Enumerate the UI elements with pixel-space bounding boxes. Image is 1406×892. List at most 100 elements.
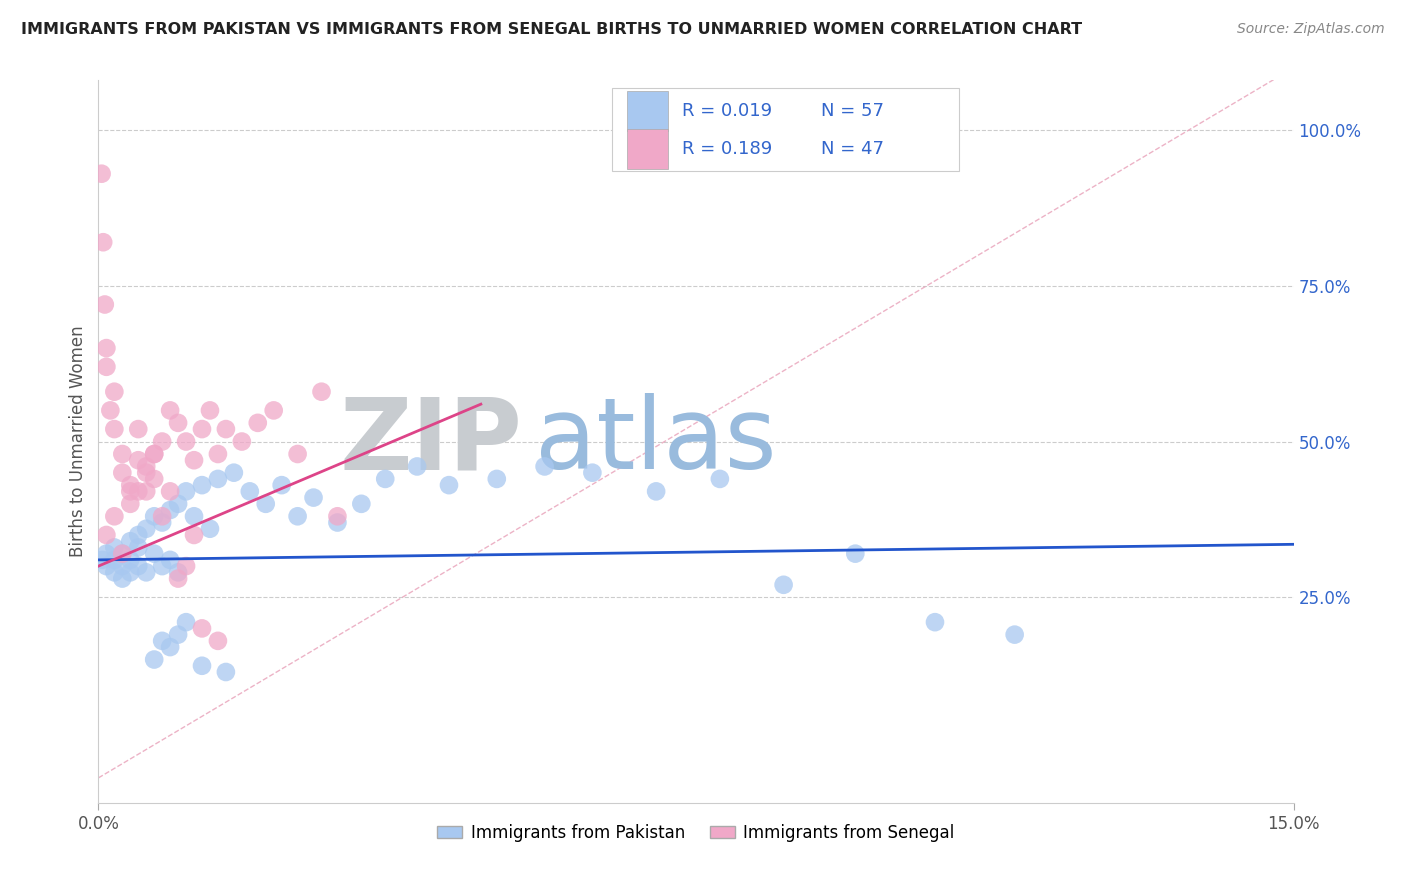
Point (167, 566, 190, 580)
Point (127, 484, 149, 499)
Point (485, 472, 508, 486)
Bar (627, 129, 668, 169)
Point (645, 484, 668, 499)
Point (159, 484, 181, 499)
Point (326, 516, 349, 530)
Point (111, 466, 134, 480)
Point (287, 509, 309, 524)
Point (103, 509, 125, 524)
Text: Source: ZipAtlas.com: Source: ZipAtlas.com (1237, 22, 1385, 37)
Point (143, 447, 166, 461)
Point (91, 553, 114, 567)
Point (127, 453, 149, 467)
Text: IMMIGRANTS FROM PAKISTAN VS IMMIGRANTS FROM SENEGAL BIRTHS TO UNMARRIED WOMEN CO: IMMIGRANTS FROM PAKISTAN VS IMMIGRANTS F… (21, 22, 1083, 37)
Point (191, 658, 214, 673)
Point (215, 422, 238, 436)
Point (111, 547, 134, 561)
Point (150, 633, 173, 648)
Point (143, 447, 166, 461)
Point (127, 559, 149, 574)
Point (127, 528, 149, 542)
Point (159, 640, 181, 654)
Point (120, 478, 142, 492)
Point (167, 572, 190, 586)
Point (98, 403, 122, 417)
Point (198, 522, 221, 536)
Text: R = 0.189: R = 0.189 (682, 140, 772, 158)
Point (167, 497, 190, 511)
Point (270, 478, 292, 492)
Point (246, 416, 269, 430)
Point (135, 566, 157, 580)
Y-axis label: Births to Unmarried Women: Births to Unmarried Women (69, 326, 87, 558)
Point (287, 447, 309, 461)
Point (326, 509, 349, 524)
Point (120, 497, 142, 511)
Point (143, 472, 166, 486)
Point (120, 484, 142, 499)
Point (127, 541, 149, 555)
Point (207, 472, 229, 486)
Text: R = 0.019: R = 0.019 (682, 102, 772, 120)
Point (174, 615, 197, 630)
Point (215, 665, 238, 679)
Point (191, 422, 214, 436)
Point (198, 403, 221, 417)
Point (207, 447, 229, 461)
Point (96, 341, 118, 355)
Point (135, 459, 157, 474)
Point (96, 528, 118, 542)
Point (231, 434, 253, 449)
Point (159, 403, 181, 417)
Point (311, 384, 333, 399)
Point (150, 509, 173, 524)
Point (111, 559, 134, 574)
Point (103, 553, 125, 567)
Point (191, 621, 214, 635)
Point (924, 615, 946, 630)
Point (174, 434, 197, 449)
Legend: Immigrants from Pakistan, Immigrants from Senegal: Immigrants from Pakistan, Immigrants fro… (430, 817, 962, 848)
Point (581, 466, 603, 480)
Point (143, 547, 166, 561)
Point (844, 547, 866, 561)
Point (96, 359, 118, 374)
Point (135, 484, 157, 499)
Point (350, 497, 373, 511)
Point (1004, 627, 1026, 641)
Point (183, 453, 205, 467)
Point (143, 509, 166, 524)
Point (111, 447, 134, 461)
Point (374, 472, 396, 486)
Text: ZIP: ZIP (340, 393, 523, 490)
Point (191, 478, 214, 492)
Point (90, 167, 112, 181)
Point (103, 566, 125, 580)
Point (263, 403, 285, 417)
Point (150, 434, 173, 449)
Point (533, 459, 555, 474)
Point (222, 466, 245, 480)
Point (150, 559, 173, 574)
Point (96, 547, 118, 561)
Point (135, 466, 157, 480)
Point (159, 553, 181, 567)
FancyBboxPatch shape (613, 87, 959, 170)
Point (103, 384, 125, 399)
Text: N = 57: N = 57 (821, 102, 884, 120)
Point (150, 516, 173, 530)
Point (406, 459, 429, 474)
Point (96, 559, 118, 574)
Point (167, 627, 190, 641)
Text: atlas: atlas (534, 393, 776, 490)
Point (772, 578, 794, 592)
Bar (627, 91, 668, 130)
Point (120, 553, 142, 567)
Point (91, 235, 114, 250)
Point (709, 472, 731, 486)
Point (135, 522, 157, 536)
Point (174, 484, 197, 499)
Point (94, 297, 117, 311)
Point (127, 422, 149, 436)
Point (111, 547, 134, 561)
